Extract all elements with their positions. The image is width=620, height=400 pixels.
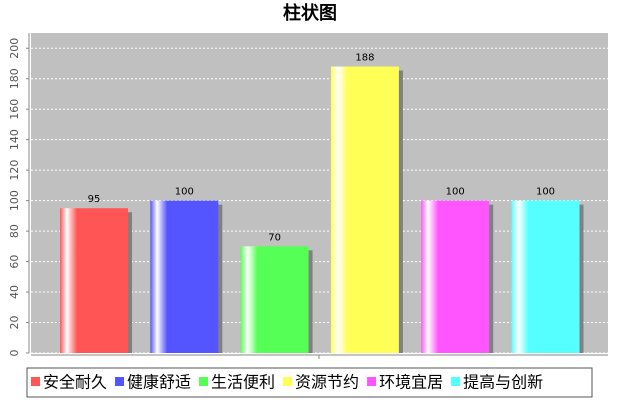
value-label: 70 [268, 232, 281, 243]
bar [511, 200, 580, 353]
legend-swatch [199, 377, 209, 386]
y-tick-label: 200 [8, 38, 21, 59]
value-label: 188 [355, 53, 374, 64]
legend-label: 环境宜居 [379, 373, 443, 392]
legend-swatch [283, 377, 293, 386]
y-tick-label: 40 [8, 285, 21, 299]
legend-swatch [367, 377, 377, 386]
bar [240, 246, 309, 353]
y-tick-label: 80 [8, 224, 21, 238]
legend-label: 安全耐久 [43, 373, 107, 392]
legend-label: 资源节约 [295, 373, 359, 392]
legend-swatch [451, 377, 461, 386]
value-label: 100 [446, 187, 465, 198]
y-tick-label: 180 [8, 68, 21, 89]
bar [60, 208, 128, 353]
bar [150, 200, 219, 353]
legend-swatch [115, 377, 125, 386]
y-tick-label: 140 [8, 129, 21, 150]
y-tick-label: 60 [8, 255, 21, 269]
legend-label: 健康舒适 [127, 373, 191, 392]
bar [330, 66, 399, 354]
legend-label: 提高与创新 [463, 373, 543, 392]
legend-label: 生活便利 [211, 373, 275, 392]
y-tick-label: 100 [8, 190, 21, 211]
value-label: 95 [88, 194, 101, 205]
y-tick-label: 120 [8, 160, 21, 181]
y-tick-label: 20 [8, 316, 21, 330]
y-tick-label: 160 [8, 99, 21, 120]
chart-title: 柱状图 [283, 2, 337, 24]
legend-swatch [31, 377, 40, 386]
y-tick-label: 0 [8, 350, 21, 357]
value-label: 100 [536, 187, 555, 198]
bar [421, 200, 490, 353]
value-label: 100 [175, 187, 194, 198]
